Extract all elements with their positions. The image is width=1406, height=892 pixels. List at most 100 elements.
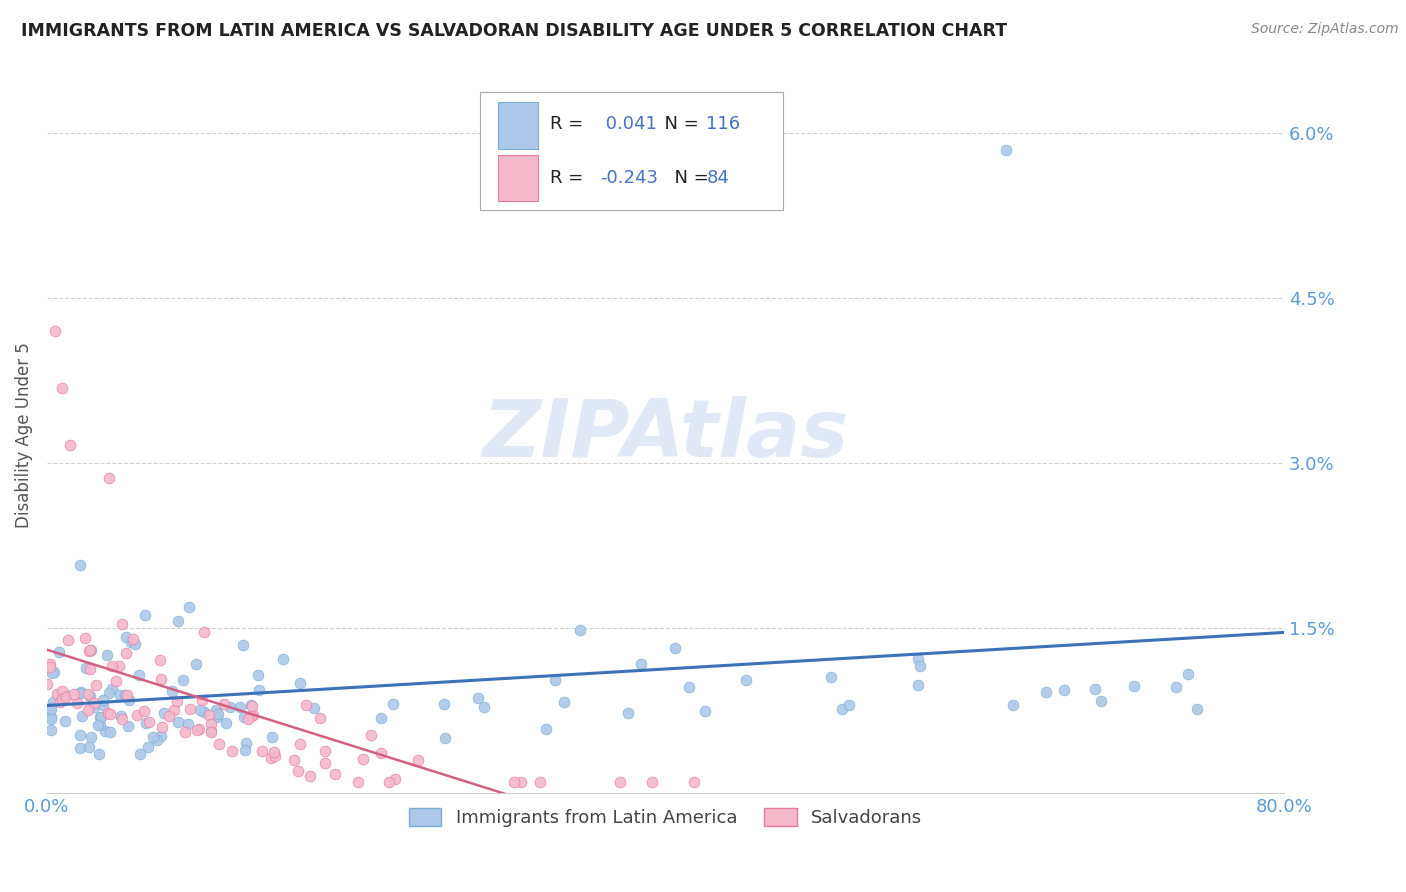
Point <box>406 754 429 768</box>
Point <box>91 693 114 707</box>
Point <box>48 644 70 658</box>
Point <box>467 690 489 705</box>
Text: IMMIGRANTS FROM LATIN AMERICA VS SALVADORAN DISABILITY AGE UNDER 5 CORRELATION C: IMMIGRANTS FROM LATIN AMERICA VS SALVADO… <box>21 22 1007 40</box>
Point <box>166 694 188 708</box>
Text: -0.243: -0.243 <box>600 169 658 186</box>
Point <box>188 723 211 737</box>
Point <box>1185 701 1208 715</box>
Point <box>370 746 392 760</box>
Point <box>44 324 66 338</box>
Point <box>79 690 101 704</box>
Point <box>191 692 214 706</box>
Point <box>207 706 229 721</box>
Point <box>264 749 287 764</box>
Point <box>160 683 183 698</box>
Point <box>100 682 122 697</box>
Point <box>534 722 557 736</box>
Point <box>683 775 706 789</box>
Point <box>177 600 200 615</box>
Point <box>352 752 374 766</box>
Point <box>150 720 173 734</box>
Bar <box>499 103 538 149</box>
Point <box>314 744 336 758</box>
Point <box>55 688 77 702</box>
Point <box>75 661 97 675</box>
Point <box>41 665 63 680</box>
Point <box>121 635 143 649</box>
Point <box>125 708 148 723</box>
Point <box>166 714 188 729</box>
Point <box>323 766 346 780</box>
Point <box>104 674 127 689</box>
Point <box>39 712 62 726</box>
Point <box>1084 682 1107 697</box>
Point <box>295 698 318 713</box>
Point <box>685 178 707 192</box>
Point <box>1177 667 1199 681</box>
Point <box>271 652 294 666</box>
Point <box>174 725 197 739</box>
Point <box>304 700 326 714</box>
Text: 116: 116 <box>706 115 741 133</box>
Point <box>186 657 208 672</box>
Point <box>283 753 305 767</box>
Point <box>51 692 73 706</box>
Point <box>205 710 228 724</box>
Point <box>37 677 59 691</box>
Point <box>1052 682 1074 697</box>
Point <box>664 641 686 656</box>
Point <box>55 690 77 704</box>
Point <box>309 711 332 725</box>
Point <box>907 677 929 691</box>
Point <box>1122 679 1144 693</box>
Point <box>288 737 311 751</box>
Point <box>111 712 134 726</box>
Point <box>314 756 336 770</box>
Point <box>53 714 76 728</box>
Point <box>129 747 152 762</box>
Point <box>205 703 228 717</box>
Point <box>200 723 222 738</box>
Point <box>247 683 270 698</box>
Point <box>142 730 165 744</box>
Point <box>90 710 112 724</box>
Point <box>76 687 98 701</box>
Point <box>128 667 150 681</box>
Point <box>149 652 172 666</box>
Point <box>299 769 322 783</box>
Point <box>108 659 131 673</box>
Point <box>1090 694 1112 708</box>
Point <box>370 711 392 725</box>
Point <box>39 709 62 723</box>
Point <box>242 707 264 722</box>
Point <box>79 739 101 754</box>
Point <box>609 775 631 789</box>
Point <box>62 688 84 702</box>
Point <box>70 685 93 699</box>
Text: R =: R = <box>550 115 589 133</box>
Point <box>236 712 259 726</box>
Point <box>186 723 208 737</box>
Point <box>360 728 382 742</box>
Point <box>110 688 132 702</box>
Point <box>136 739 159 754</box>
Point <box>167 614 190 628</box>
Point <box>838 698 860 712</box>
Point <box>97 706 120 720</box>
Point <box>260 750 283 764</box>
Point <box>83 700 105 714</box>
Point <box>384 772 406 786</box>
Point <box>89 710 111 724</box>
Point <box>179 702 201 716</box>
Point <box>86 678 108 692</box>
Point <box>80 730 103 744</box>
Point <box>124 637 146 651</box>
Point <box>221 744 243 758</box>
Point <box>121 632 143 646</box>
Point <box>693 704 716 718</box>
Point <box>240 708 263 723</box>
Point <box>200 725 222 739</box>
Point <box>218 700 240 714</box>
Point <box>503 775 526 789</box>
Point <box>250 744 273 758</box>
